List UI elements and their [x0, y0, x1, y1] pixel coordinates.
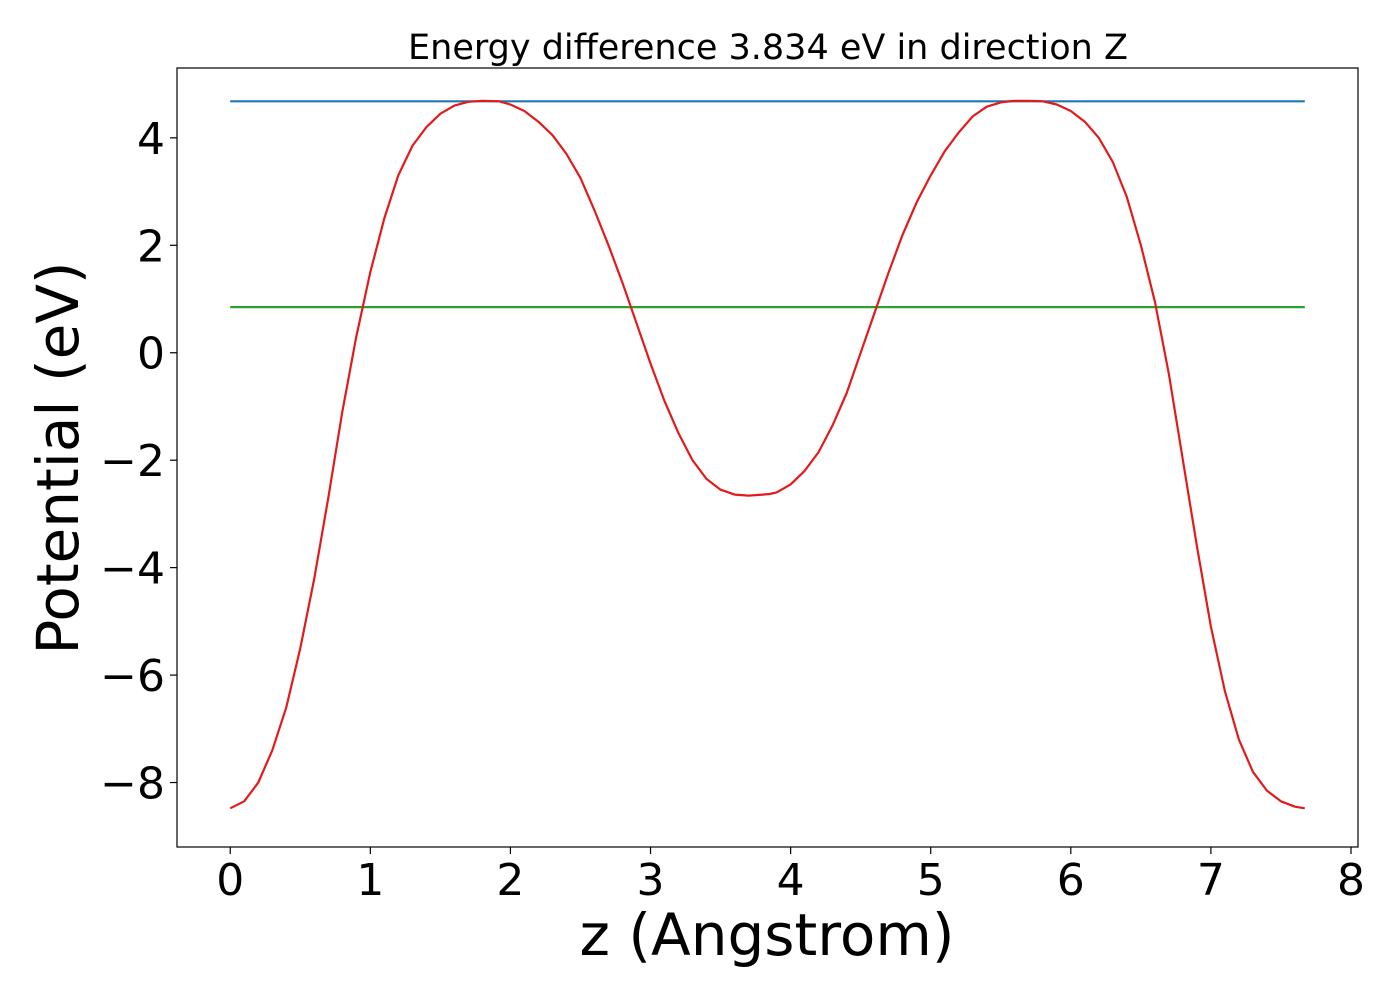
x-tick-label: 0: [216, 855, 244, 906]
x-tick-label: 8: [1337, 855, 1365, 906]
chart-title: Energy difference 3.834 eV in direction …: [408, 28, 1128, 68]
y-tick-label: 2: [137, 221, 165, 272]
y-tick-label: −6: [100, 651, 165, 702]
y-tick-label: −4: [100, 544, 165, 595]
x-tick-label: 4: [777, 855, 805, 906]
y-tick-label: −2: [100, 436, 165, 487]
series-line-2: [229, 99, 1305, 810]
x-tick-label: 6: [1057, 855, 1085, 906]
x-tick-label: 7: [1197, 855, 1225, 906]
y-tick-label: 0: [137, 329, 165, 380]
y-axis-label: Potential (eV): [24, 261, 92, 654]
x-tick-label: 2: [496, 855, 524, 906]
x-tick-label: 3: [637, 855, 665, 906]
x-axis-label: z (Angstrom): [580, 901, 955, 969]
x-tick-label: 1: [356, 855, 384, 906]
y-tick-label: −8: [100, 759, 165, 810]
x-tick-label: 5: [917, 855, 945, 906]
plot-frame: [176, 67, 1359, 848]
y-tick-label: 4: [137, 114, 165, 165]
